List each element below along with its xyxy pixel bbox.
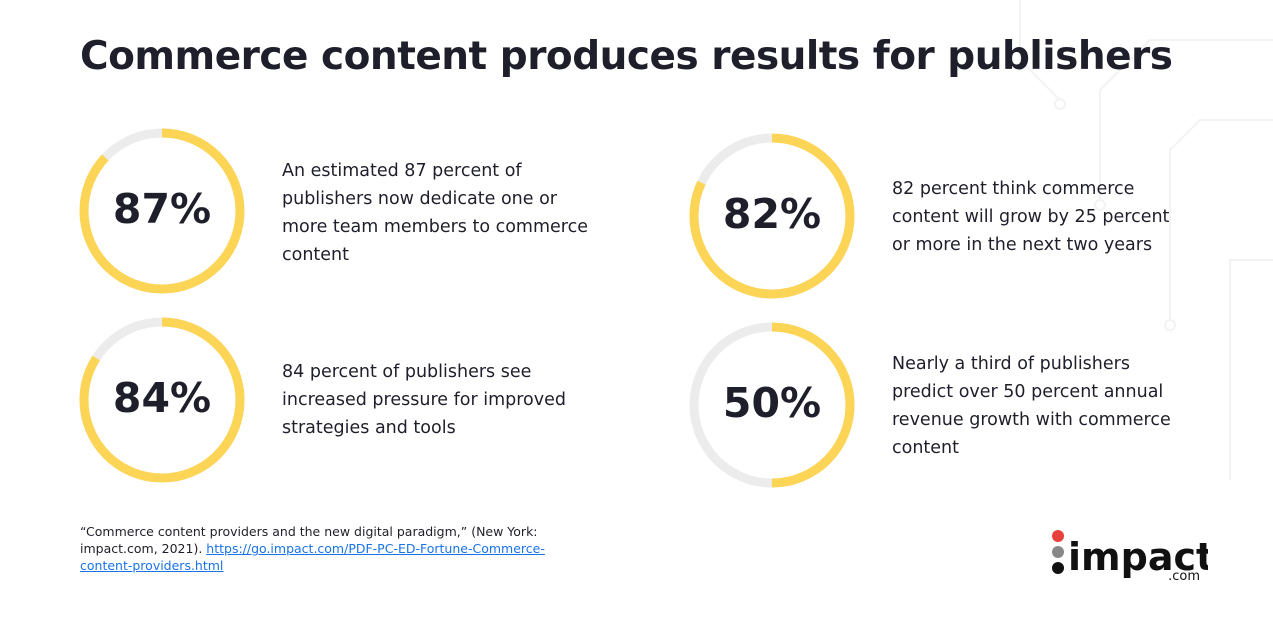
logo-dot bbox=[1052, 530, 1064, 542]
logo-dot bbox=[1052, 546, 1064, 558]
stat-description: 82 percent think commerce content will g… bbox=[892, 179, 1170, 255]
ring bbox=[689, 133, 855, 299]
stat-description: An estimated 87 percent of publishers no… bbox=[282, 161, 588, 265]
footnote-link[interactable]: https://go.impact.com/PDF-PC-ED-Fortune-… bbox=[80, 541, 545, 573]
percent-label: 87% bbox=[112, 185, 212, 233]
logo-suffix: .com bbox=[1168, 569, 1200, 584]
ring bbox=[689, 322, 855, 488]
percent-label: 84% bbox=[112, 374, 212, 422]
ring-arc bbox=[689, 322, 855, 488]
percent-label: 82% bbox=[722, 190, 822, 238]
ring-arc bbox=[79, 317, 245, 483]
logo-dot bbox=[1052, 562, 1064, 574]
ring bbox=[79, 317, 245, 483]
footnote: “Commerce content providers and the new … bbox=[80, 523, 550, 574]
ring-arc bbox=[689, 133, 855, 299]
ring bbox=[79, 128, 245, 294]
logo-name: impact bbox=[1068, 535, 1208, 579]
ring-arc bbox=[79, 128, 245, 294]
logo: impact .com bbox=[1052, 530, 1208, 584]
footnote-text: “Commerce content providers and the new … bbox=[80, 524, 538, 556]
stat-description: 84 percent of publishers see increased p… bbox=[282, 362, 566, 438]
stat-description: Nearly a third of publishers predict ove… bbox=[892, 354, 1171, 458]
percent-label: 50% bbox=[722, 379, 822, 427]
title: Commerce content produces results for pu… bbox=[80, 34, 1173, 79]
